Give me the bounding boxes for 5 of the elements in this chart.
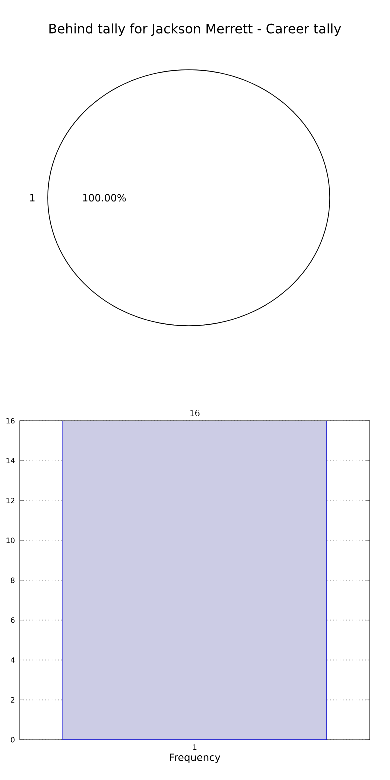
data-label: 16: [190, 410, 200, 416]
slice-label: 1: [30, 194, 35, 202]
x-axis-title: Frequency: [170, 754, 221, 764]
chart-title: Behind tally for Jackson Merrett - Career tally: [50, 24, 342, 36]
data-label: 100.00%: [83, 194, 126, 202]
